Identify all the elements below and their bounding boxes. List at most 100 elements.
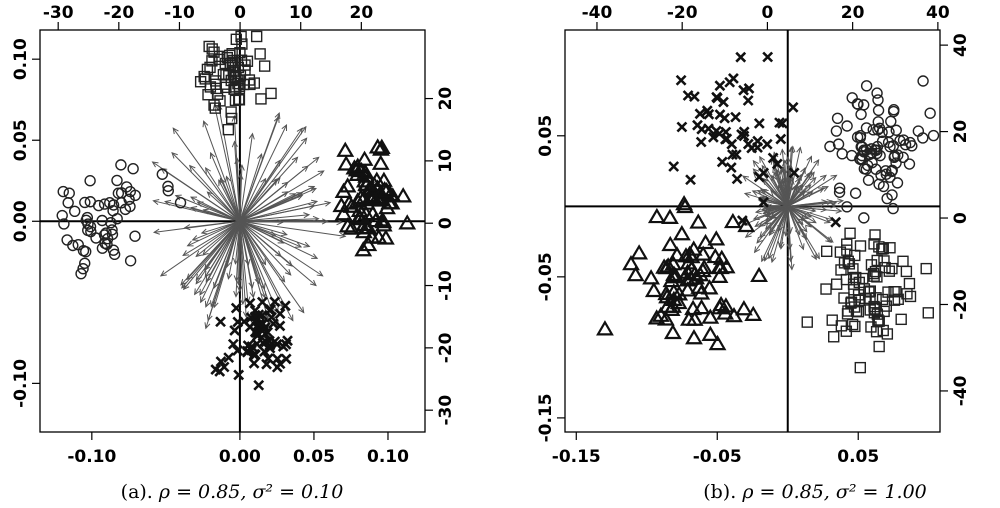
point-x [721, 133, 733, 145]
right-tick-label: -40 [951, 375, 971, 406]
point-circle [84, 175, 96, 187]
loading-arrow [226, 221, 241, 280]
loading-arrow [753, 206, 789, 254]
point-square [854, 240, 867, 252]
point-square [877, 324, 889, 337]
point-square [233, 82, 246, 95]
point-triangle [630, 244, 649, 260]
loading-arrow [239, 170, 325, 222]
point-triangle [376, 229, 395, 245]
point-square [900, 265, 913, 278]
point-square [801, 316, 813, 328]
point-x [774, 117, 785, 129]
loading-arrow [209, 151, 241, 222]
point-triangle [658, 297, 677, 313]
point-circle [846, 92, 858, 104]
point-x [248, 357, 260, 369]
point-x [736, 215, 748, 226]
point-triangle [363, 186, 382, 202]
point-triangle [348, 157, 367, 173]
point-x [830, 216, 842, 228]
point-triangle [647, 309, 666, 325]
point-triangle [737, 216, 756, 233]
point-triangle [710, 267, 729, 283]
top-tick-label: -30 [43, 3, 74, 23]
point-square [895, 313, 907, 326]
point-triangle [701, 308, 720, 324]
left-tick-label: 0.05 [11, 119, 31, 161]
point-x [230, 302, 242, 314]
point-square [255, 93, 267, 105]
point-circle [82, 224, 94, 236]
point-x [280, 338, 292, 350]
point-square [870, 325, 883, 338]
point-x [274, 308, 286, 320]
point-triangle [367, 189, 386, 205]
point-circle [127, 162, 139, 175]
top-tick-label: -20 [667, 3, 698, 23]
point-x [701, 105, 713, 117]
point-square [241, 55, 254, 67]
point-circle [886, 189, 898, 201]
point-circle [96, 242, 109, 254]
point-triangle [670, 285, 689, 301]
point-circle [887, 202, 899, 215]
point-circle [107, 199, 120, 211]
point-triangle [622, 255, 640, 271]
point-circle [107, 205, 119, 217]
point-square [840, 273, 853, 286]
loading-arrow [190, 196, 241, 222]
loading-arrow [787, 205, 817, 224]
point-square [847, 263, 859, 275]
point-x [771, 158, 783, 170]
left-tick-label: 0.00 [11, 200, 31, 242]
point-square [237, 78, 250, 91]
point-square [203, 40, 215, 53]
point-square [869, 265, 882, 278]
point-triangle [626, 266, 645, 282]
point-x [262, 353, 274, 364]
loading-arrow [239, 200, 332, 222]
point-x [695, 136, 707, 148]
top-tick-label: -20 [103, 3, 134, 23]
point-circle [77, 262, 89, 275]
loading-arrow [171, 151, 241, 222]
point-square [873, 340, 885, 353]
point-square [876, 293, 889, 306]
point-circle [846, 149, 858, 162]
loading-arrow [770, 206, 789, 264]
point-x [711, 91, 723, 103]
point-square [834, 246, 847, 258]
point-square [901, 288, 913, 300]
top-tick-label: -10 [164, 3, 195, 23]
point-triangle [354, 223, 373, 239]
point-x [727, 149, 738, 161]
loading-arrow [164, 199, 241, 222]
loading-arrow [787, 205, 806, 222]
top-tick-label: 40 [926, 3, 950, 23]
point-x [703, 123, 714, 135]
point-square [214, 95, 226, 107]
loading-arrow [781, 175, 789, 207]
point-triangle [337, 155, 356, 171]
point-circle [899, 139, 912, 151]
point-triangle [692, 298, 711, 315]
point-triangle [684, 299, 702, 316]
point-triangle [672, 225, 691, 241]
point-circle [851, 98, 864, 110]
right-tick-label: -20 [436, 332, 456, 363]
point-square [883, 265, 896, 277]
point-x [269, 296, 281, 308]
point-circle [56, 209, 68, 222]
point-circle [854, 129, 867, 142]
point-triangle [378, 199, 396, 215]
point-circle [912, 125, 925, 137]
point-square [820, 283, 832, 295]
point-x [256, 296, 268, 308]
point-square [250, 30, 263, 43]
point-x [707, 131, 719, 143]
point-triangle [695, 258, 714, 275]
top-tick-label: -40 [582, 3, 613, 23]
left-tick-label: 0.05 [536, 115, 556, 157]
point-triangle [750, 266, 768, 283]
